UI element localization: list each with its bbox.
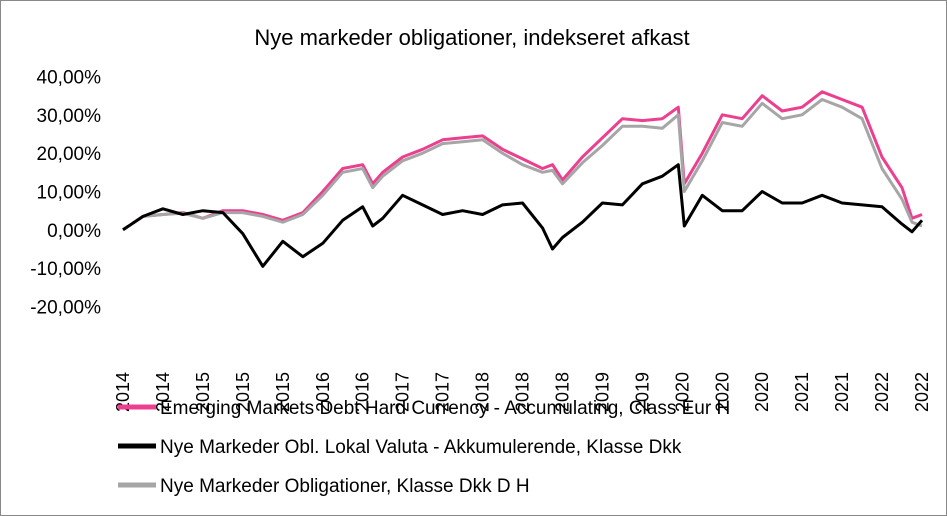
x-tick-label: 2018 — [473, 372, 493, 412]
series-line — [122, 163, 924, 268]
series-line — [122, 98, 923, 232]
y-tick-label: 20,00% — [37, 144, 102, 165]
x-tick-label: 2021 — [832, 372, 852, 412]
y-tick-label: 0,00% — [47, 221, 101, 242]
x-tick-label: 2015 — [233, 372, 253, 412]
legend-label: Emerging Markets Debt Hard Currency - Ac… — [160, 398, 730, 419]
x-tick-label: 2021 — [792, 372, 812, 412]
legend-label: Nye Markeder Obligationer, Klasse Dkk D … — [160, 476, 530, 497]
y-tick-label: 30,00% — [37, 106, 102, 127]
x-tick-label: 2018 — [513, 372, 533, 412]
x-tick-label: 2020 — [752, 372, 772, 412]
x-tick-label: 2022 — [912, 372, 932, 412]
x-tick-label: 2017 — [393, 372, 413, 412]
x-tick-label: 2019 — [592, 372, 612, 412]
x-tick-label: 2017 — [433, 372, 453, 412]
x-tick-label: 2014 — [113, 372, 133, 412]
y-tick-label: -20,00% — [30, 298, 101, 319]
y-tick-label: 10,00% — [37, 183, 102, 204]
x-tick-label: 2015 — [273, 372, 293, 412]
x-tick-label: 2020 — [672, 372, 692, 412]
legend-label: Nye Markeder Obl. Lokal Valuta - Akkumul… — [160, 437, 682, 458]
x-tick-label: 2016 — [353, 372, 373, 412]
series-line — [122, 90, 923, 232]
x-tick-label: 2020 — [712, 372, 732, 412]
x-tick-label: 2022 — [872, 372, 892, 412]
y-tick-label: -10,00% — [30, 259, 101, 280]
x-tick-label: 2018 — [552, 372, 572, 412]
x-tick-label: 2014 — [153, 372, 173, 412]
y-tick-label: 40,00% — [37, 68, 102, 89]
x-tick-label: 2019 — [632, 372, 652, 412]
chart-title: Nye markeder obligationer, indekseret af… — [254, 25, 689, 50]
x-tick-label: 2015 — [193, 372, 213, 412]
x-tick-label: 2016 — [313, 372, 333, 412]
